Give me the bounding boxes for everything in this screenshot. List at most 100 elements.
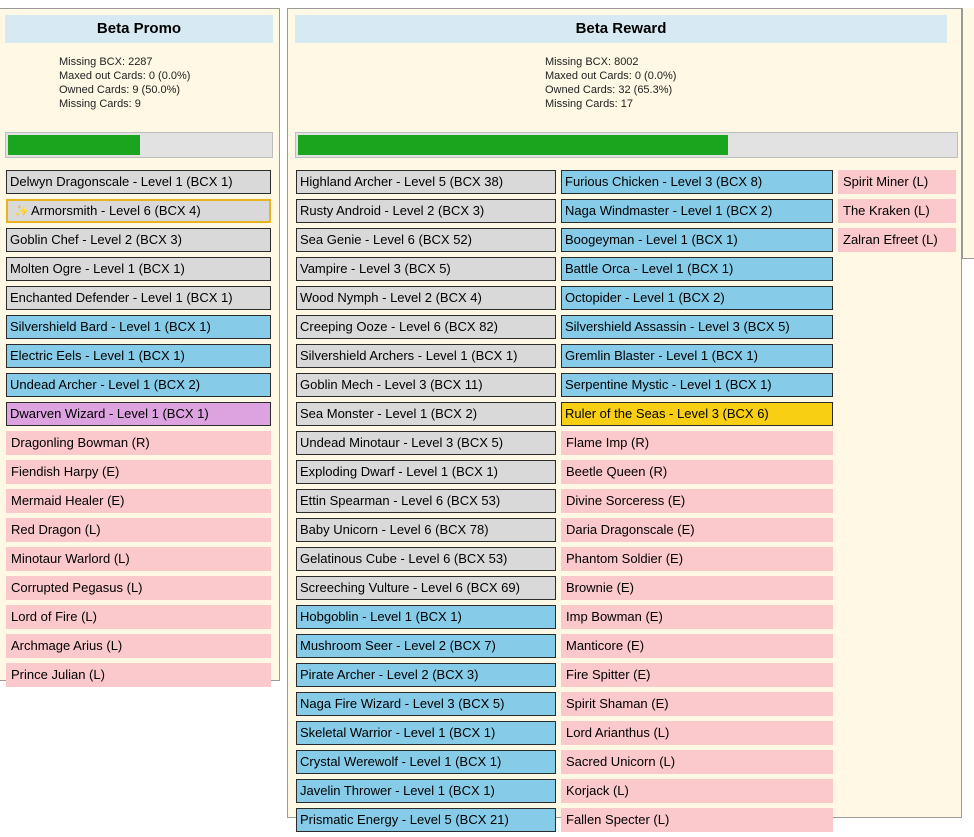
- card-item[interactable]: Ruler of the Seas - Level 3 (BCX 6): [561, 402, 833, 426]
- card-item[interactable]: Gremlin Blaster - Level 1 (BCX 1): [561, 344, 833, 368]
- card-item[interactable]: Naga Windmaster - Level 1 (BCX 2): [561, 199, 833, 223]
- card-item[interactable]: Ettin Spearman - Level 6 (BCX 53): [296, 489, 556, 513]
- card-label: Exploding Dwarf - Level 1 (BCX 1): [300, 464, 498, 479]
- maxed-cards-text: Maxed out Cards: 0 (0.0%): [545, 70, 677, 82]
- card-item[interactable]: Dwarven Wizard - Level 1 (BCX 1): [6, 402, 271, 426]
- card-item[interactable]: Serpentine Mystic - Level 1 (BCX 1): [561, 373, 833, 397]
- card-label: Lord Arianthus (L): [566, 725, 670, 740]
- card-label: Boogeyman - Level 1 (BCX 1): [565, 232, 738, 247]
- card-item[interactable]: Exploding Dwarf - Level 1 (BCX 1): [296, 460, 556, 484]
- card-label: Vampire - Level 3 (BCX 5): [300, 261, 451, 276]
- card-item[interactable]: Zalran Efreet (L): [838, 228, 956, 252]
- card-label: Molten Ogre - Level 1 (BCX 1): [10, 261, 185, 276]
- card-item[interactable]: Sea Genie - Level 6 (BCX 52): [296, 228, 556, 252]
- maxed-cards-text: Maxed out Cards: 0 (0.0%): [59, 70, 191, 82]
- card-item[interactable]: Baby Unicorn - Level 6 (BCX 78): [296, 518, 556, 542]
- card-label: Ettin Spearman - Level 6 (BCX 53): [300, 493, 501, 508]
- card-item[interactable]: Red Dragon (L): [6, 518, 271, 542]
- card-label: Naga Windmaster - Level 1 (BCX 2): [565, 203, 773, 218]
- card-item[interactable]: Enchanted Defender - Level 1 (BCX 1): [6, 286, 271, 310]
- card-item[interactable]: Furious Chicken - Level 3 (BCX 8): [561, 170, 833, 194]
- card-label: Goblin Mech - Level 3 (BCX 11): [300, 377, 483, 392]
- card-item[interactable]: Daria Dragonscale (E): [561, 518, 833, 542]
- beta-reward-progress-bar: [295, 132, 958, 158]
- card-item[interactable]: Silvershield Archers - Level 1 (BCX 1): [296, 344, 556, 368]
- card-item[interactable]: Creeping Ooze - Level 6 (BCX 82): [296, 315, 556, 339]
- card-item[interactable]: Pirate Archer - Level 2 (BCX 3): [296, 663, 556, 687]
- card-item[interactable]: Hobgoblin - Level 1 (BCX 1): [296, 605, 556, 629]
- card-item[interactable]: Crystal Werewolf - Level 1 (BCX 1): [296, 750, 556, 774]
- card-label: Battle Orca - Level 1 (BCX 1): [565, 261, 734, 276]
- card-item[interactable]: Rusty Android - Level 2 (BCX 3): [296, 199, 556, 223]
- card-item[interactable]: Delwyn Dragonscale - Level 1 (BCX 1): [6, 170, 271, 194]
- card-item[interactable]: Fiendish Harpy (E): [6, 460, 271, 484]
- owned-cards-text: Owned Cards: 32 (65.3%): [545, 84, 673, 96]
- card-item[interactable]: Flame Imp (R): [561, 431, 833, 455]
- card-item[interactable]: Molten Ogre - Level 1 (BCX 1): [6, 257, 271, 281]
- card-item[interactable]: Fallen Specter (L): [561, 808, 833, 832]
- card-item[interactable]: Screeching Vulture - Level 6 (BCX 69): [296, 576, 556, 600]
- card-label: Octopider - Level 1 (BCX 2): [565, 290, 725, 305]
- card-label: Crystal Werewolf - Level 1 (BCX 1): [300, 754, 502, 769]
- card-item[interactable]: Highland Archer - Level 5 (BCX 38): [296, 170, 556, 194]
- card-label: Serpentine Mystic - Level 1 (BCX 1): [565, 377, 772, 392]
- card-item[interactable]: Corrupted Pegasus (L): [6, 576, 271, 600]
- card-item[interactable]: Octopider - Level 1 (BCX 2): [561, 286, 833, 310]
- card-label: Sea Genie - Level 6 (BCX 52): [300, 232, 472, 247]
- card-item[interactable]: Skeletal Warrior - Level 1 (BCX 1): [296, 721, 556, 745]
- card-item[interactable]: Undead Minotaur - Level 3 (BCX 5): [296, 431, 556, 455]
- card-item[interactable]: Wood Nymph - Level 2 (BCX 4): [296, 286, 556, 310]
- card-item[interactable]: Minotaur Warlord (L): [6, 547, 271, 571]
- card-label: Hobgoblin - Level 1 (BCX 1): [300, 609, 462, 624]
- card-label: Prince Julian (L): [11, 667, 105, 682]
- card-label: Ruler of the Seas - Level 3 (BCX 6): [565, 406, 769, 421]
- card-item[interactable]: Fire Spitter (E): [561, 663, 833, 687]
- card-item[interactable]: Boogeyman - Level 1 (BCX 1): [561, 228, 833, 252]
- card-item[interactable]: The Kraken (L): [838, 199, 956, 223]
- card-item[interactable]: Sacred Unicorn (L): [561, 750, 833, 774]
- card-item[interactable]: Prismatic Energy - Level 5 (BCX 21): [296, 808, 556, 832]
- beta-promo-title: Beta Promo: [5, 15, 273, 43]
- beta-reward-progress-fill: [298, 135, 729, 155]
- card-label: Rusty Android - Level 2 (BCX 3): [300, 203, 485, 218]
- card-item[interactable]: Prince Julian (L): [6, 663, 271, 687]
- card-item[interactable]: Brownie (E): [561, 576, 833, 600]
- card-label: Undead Archer - Level 1 (BCX 2): [10, 377, 201, 392]
- card-item[interactable]: Mushroom Seer - Level 2 (BCX 7): [296, 634, 556, 658]
- card-item[interactable]: Phantom Soldier (E): [561, 547, 833, 571]
- card-item[interactable]: Silvershield Assassin - Level 3 (BCX 5): [561, 315, 833, 339]
- card-item[interactable]: Archmage Arius (L): [6, 634, 271, 658]
- card-item[interactable]: Goblin Mech - Level 3 (BCX 11): [296, 373, 556, 397]
- card-item[interactable]: Divine Sorceress (E): [561, 489, 833, 513]
- card-item[interactable]: Sea Monster - Level 1 (BCX 2): [296, 402, 556, 426]
- card-item[interactable]: Gelatinous Cube - Level 6 (BCX 53): [296, 547, 556, 571]
- next-panel-edge: [962, 8, 974, 259]
- card-item[interactable]: Naga Fire Wizard - Level 3 (BCX 5): [296, 692, 556, 716]
- card-label: Naga Fire Wizard - Level 3 (BCX 5): [300, 696, 505, 711]
- card-item[interactable]: Spirit Miner (L): [838, 170, 956, 194]
- card-label: Zalran Efreet (L): [843, 232, 938, 247]
- card-item[interactable]: ✨ Armorsmith - Level 6 (BCX 4): [6, 199, 271, 223]
- card-label: Beetle Queen (R): [566, 464, 668, 479]
- card-item[interactable]: Lord Arianthus (L): [561, 721, 833, 745]
- card-label: Imp Bowman (E): [566, 609, 663, 624]
- card-item[interactable]: Goblin Chef - Level 2 (BCX 3): [6, 228, 271, 252]
- card-item[interactable]: Imp Bowman (E): [561, 605, 833, 629]
- card-label: Creeping Ooze - Level 6 (BCX 82): [300, 319, 498, 334]
- card-item[interactable]: Beetle Queen (R): [561, 460, 833, 484]
- card-item[interactable]: Korjack (L): [561, 779, 833, 803]
- card-item[interactable]: Undead Archer - Level 1 (BCX 2): [6, 373, 271, 397]
- card-label: Electric Eels - Level 1 (BCX 1): [10, 348, 185, 363]
- card-item[interactable]: Manticore (E): [561, 634, 833, 658]
- missing-cards-text: Missing Cards: 17: [545, 98, 634, 110]
- card-label: Furious Chicken - Level 3 (BCX 8): [565, 174, 763, 189]
- card-item[interactable]: Spirit Shaman (E): [561, 692, 833, 716]
- card-item[interactable]: Dragonling Bowman (R): [6, 431, 271, 455]
- card-item[interactable]: Mermaid Healer (E): [6, 489, 271, 513]
- card-item[interactable]: Vampire - Level 3 (BCX 5): [296, 257, 556, 281]
- card-item[interactable]: Battle Orca - Level 1 (BCX 1): [561, 257, 833, 281]
- card-item[interactable]: Electric Eels - Level 1 (BCX 1): [6, 344, 271, 368]
- card-item[interactable]: Javelin Thrower - Level 1 (BCX 1): [296, 779, 556, 803]
- card-item[interactable]: Lord of Fire (L): [6, 605, 271, 629]
- card-item[interactable]: Silvershield Bard - Level 1 (BCX 1): [6, 315, 271, 339]
